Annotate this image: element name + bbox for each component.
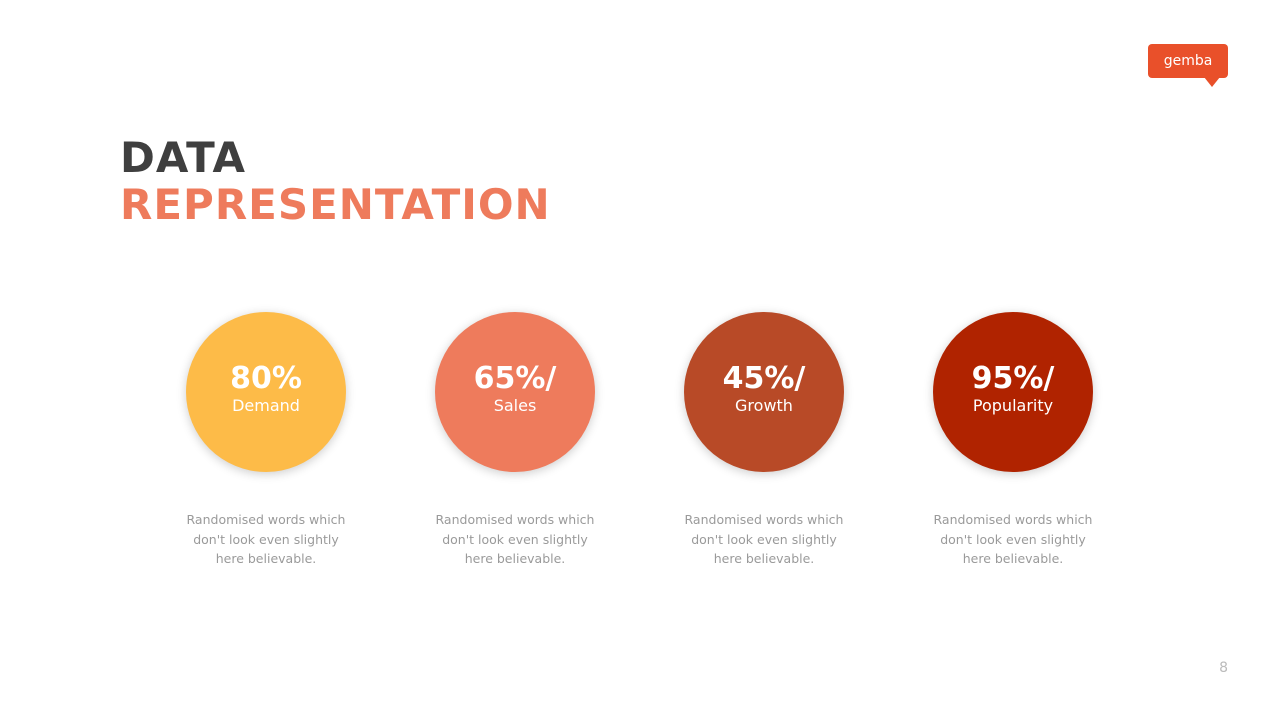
stat-circle: 95%/ Popularity xyxy=(933,312,1093,472)
stat-item-demand: 80% Demand Randomised words which don't … xyxy=(141,312,391,569)
stat-description: Randomised words which don't look even s… xyxy=(684,512,844,566)
stat-value: 65%/ xyxy=(473,361,557,396)
stat-label: Popularity xyxy=(972,396,1054,415)
stat-label: Growth xyxy=(735,396,793,415)
stat-label: Demand xyxy=(232,396,300,415)
gemba-logo: gemba xyxy=(1148,44,1228,87)
stat-description: Randomised words which don't look even s… xyxy=(435,512,595,566)
title-line-1: DATA xyxy=(120,133,247,182)
stat-item-sales: 65%/ Sales Randomised words which don't … xyxy=(390,312,640,569)
title-line-2: REPRESENTATION xyxy=(120,180,551,229)
stat-value: 80% xyxy=(230,361,302,396)
stat-item-growth: 45%/ Growth Randomised words which don't… xyxy=(639,312,889,569)
page-number: 8 xyxy=(1219,660,1228,676)
stat-description: Randomised words which don't look even s… xyxy=(186,512,346,566)
stat-circle: 45%/ Growth xyxy=(684,312,844,472)
stat-circle: 80% Demand xyxy=(186,312,346,472)
stat-value: 45%/ xyxy=(722,361,806,396)
stat-label: Sales xyxy=(493,396,537,415)
stat-value: 95%/ xyxy=(971,361,1055,396)
stat-description: Randomised words which don't look even s… xyxy=(933,512,1093,566)
stat-circle: 65%/ Sales xyxy=(435,312,595,472)
stat-item-popularity: 95%/ Popularity Randomised words which d… xyxy=(888,312,1138,569)
